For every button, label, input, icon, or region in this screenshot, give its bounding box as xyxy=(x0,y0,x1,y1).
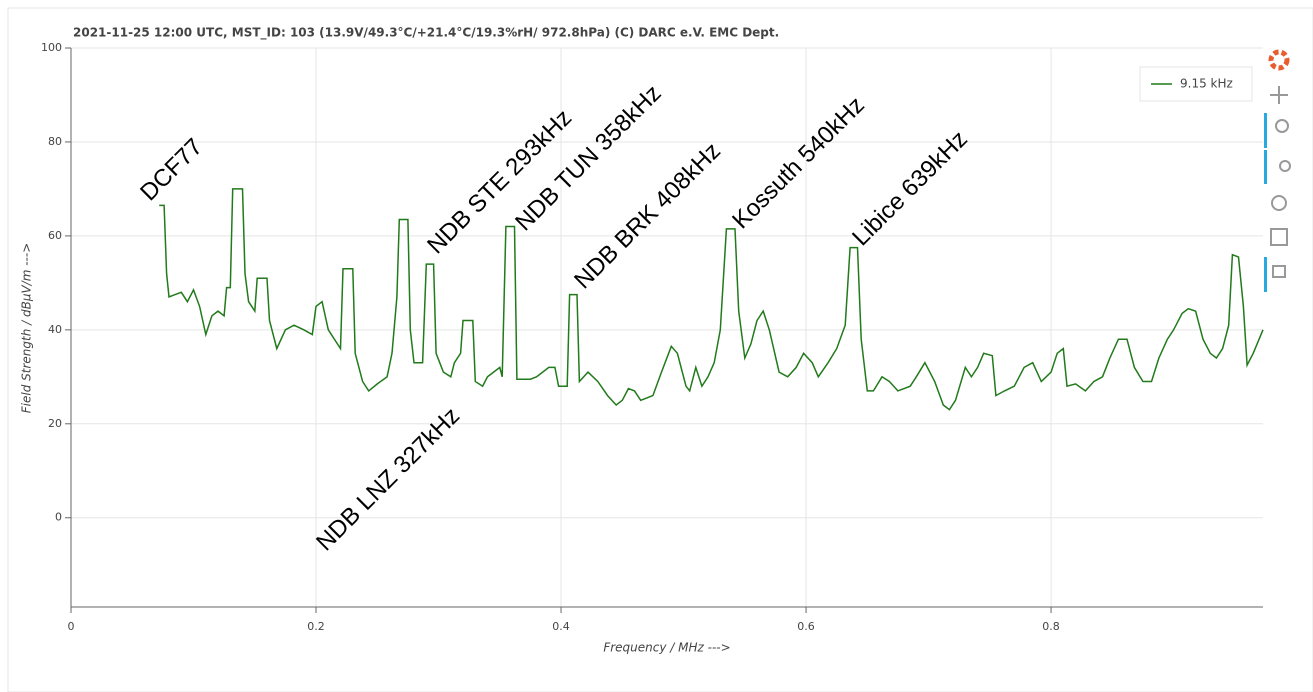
x-tick-label: 0.4 xyxy=(552,620,570,633)
annotation: Libice 639kHz xyxy=(847,126,973,252)
hover-tool[interactable] xyxy=(1272,265,1286,278)
y-tick-label: 40 xyxy=(48,323,62,336)
annotation: Kossuth 540kHz xyxy=(727,92,870,235)
y-tick-label: 80 xyxy=(48,135,62,148)
data-line xyxy=(159,188,1264,411)
legend: 9.15 kHz xyxy=(1139,66,1253,102)
y-axis-label: Field Strength / dBµV/m ---> xyxy=(20,243,34,414)
active-indicator xyxy=(1264,113,1267,148)
y-tick-label: 20 xyxy=(48,417,62,430)
legend-label: 9.15 kHz xyxy=(1180,77,1233,91)
save-tool[interactable] xyxy=(1270,228,1288,246)
active-indicator xyxy=(1264,257,1267,292)
wheel-zoom-tool[interactable] xyxy=(1279,160,1291,172)
y-tick-label: 100 xyxy=(41,41,62,54)
x-tick-label: 0.2 xyxy=(307,620,325,633)
x-tick-label: 0.8 xyxy=(1042,620,1060,633)
annotation: DCF77 xyxy=(135,133,208,206)
x-tick-label: 0 xyxy=(68,620,75,633)
y-tick-label: 0 xyxy=(55,511,62,524)
frame xyxy=(7,7,1313,692)
toolbar xyxy=(1264,49,1291,292)
x-tick-label: 0.6 xyxy=(797,620,815,633)
chart-title: 2021-11-25 12:00 UTC, MST_ID: 103 (13.9V… xyxy=(73,26,779,41)
logo xyxy=(1268,49,1290,71)
y-tick-label: 60 xyxy=(48,229,62,242)
reset-tool[interactable] xyxy=(1271,195,1287,211)
annotation: NDB LNZ 327kHz xyxy=(311,402,465,556)
pan-tool[interactable] xyxy=(1270,86,1288,104)
x-axis-label: Frequency / MHz ---> xyxy=(603,641,730,655)
active-indicator xyxy=(1264,150,1267,184)
box-zoom-tool[interactable] xyxy=(1275,119,1289,133)
